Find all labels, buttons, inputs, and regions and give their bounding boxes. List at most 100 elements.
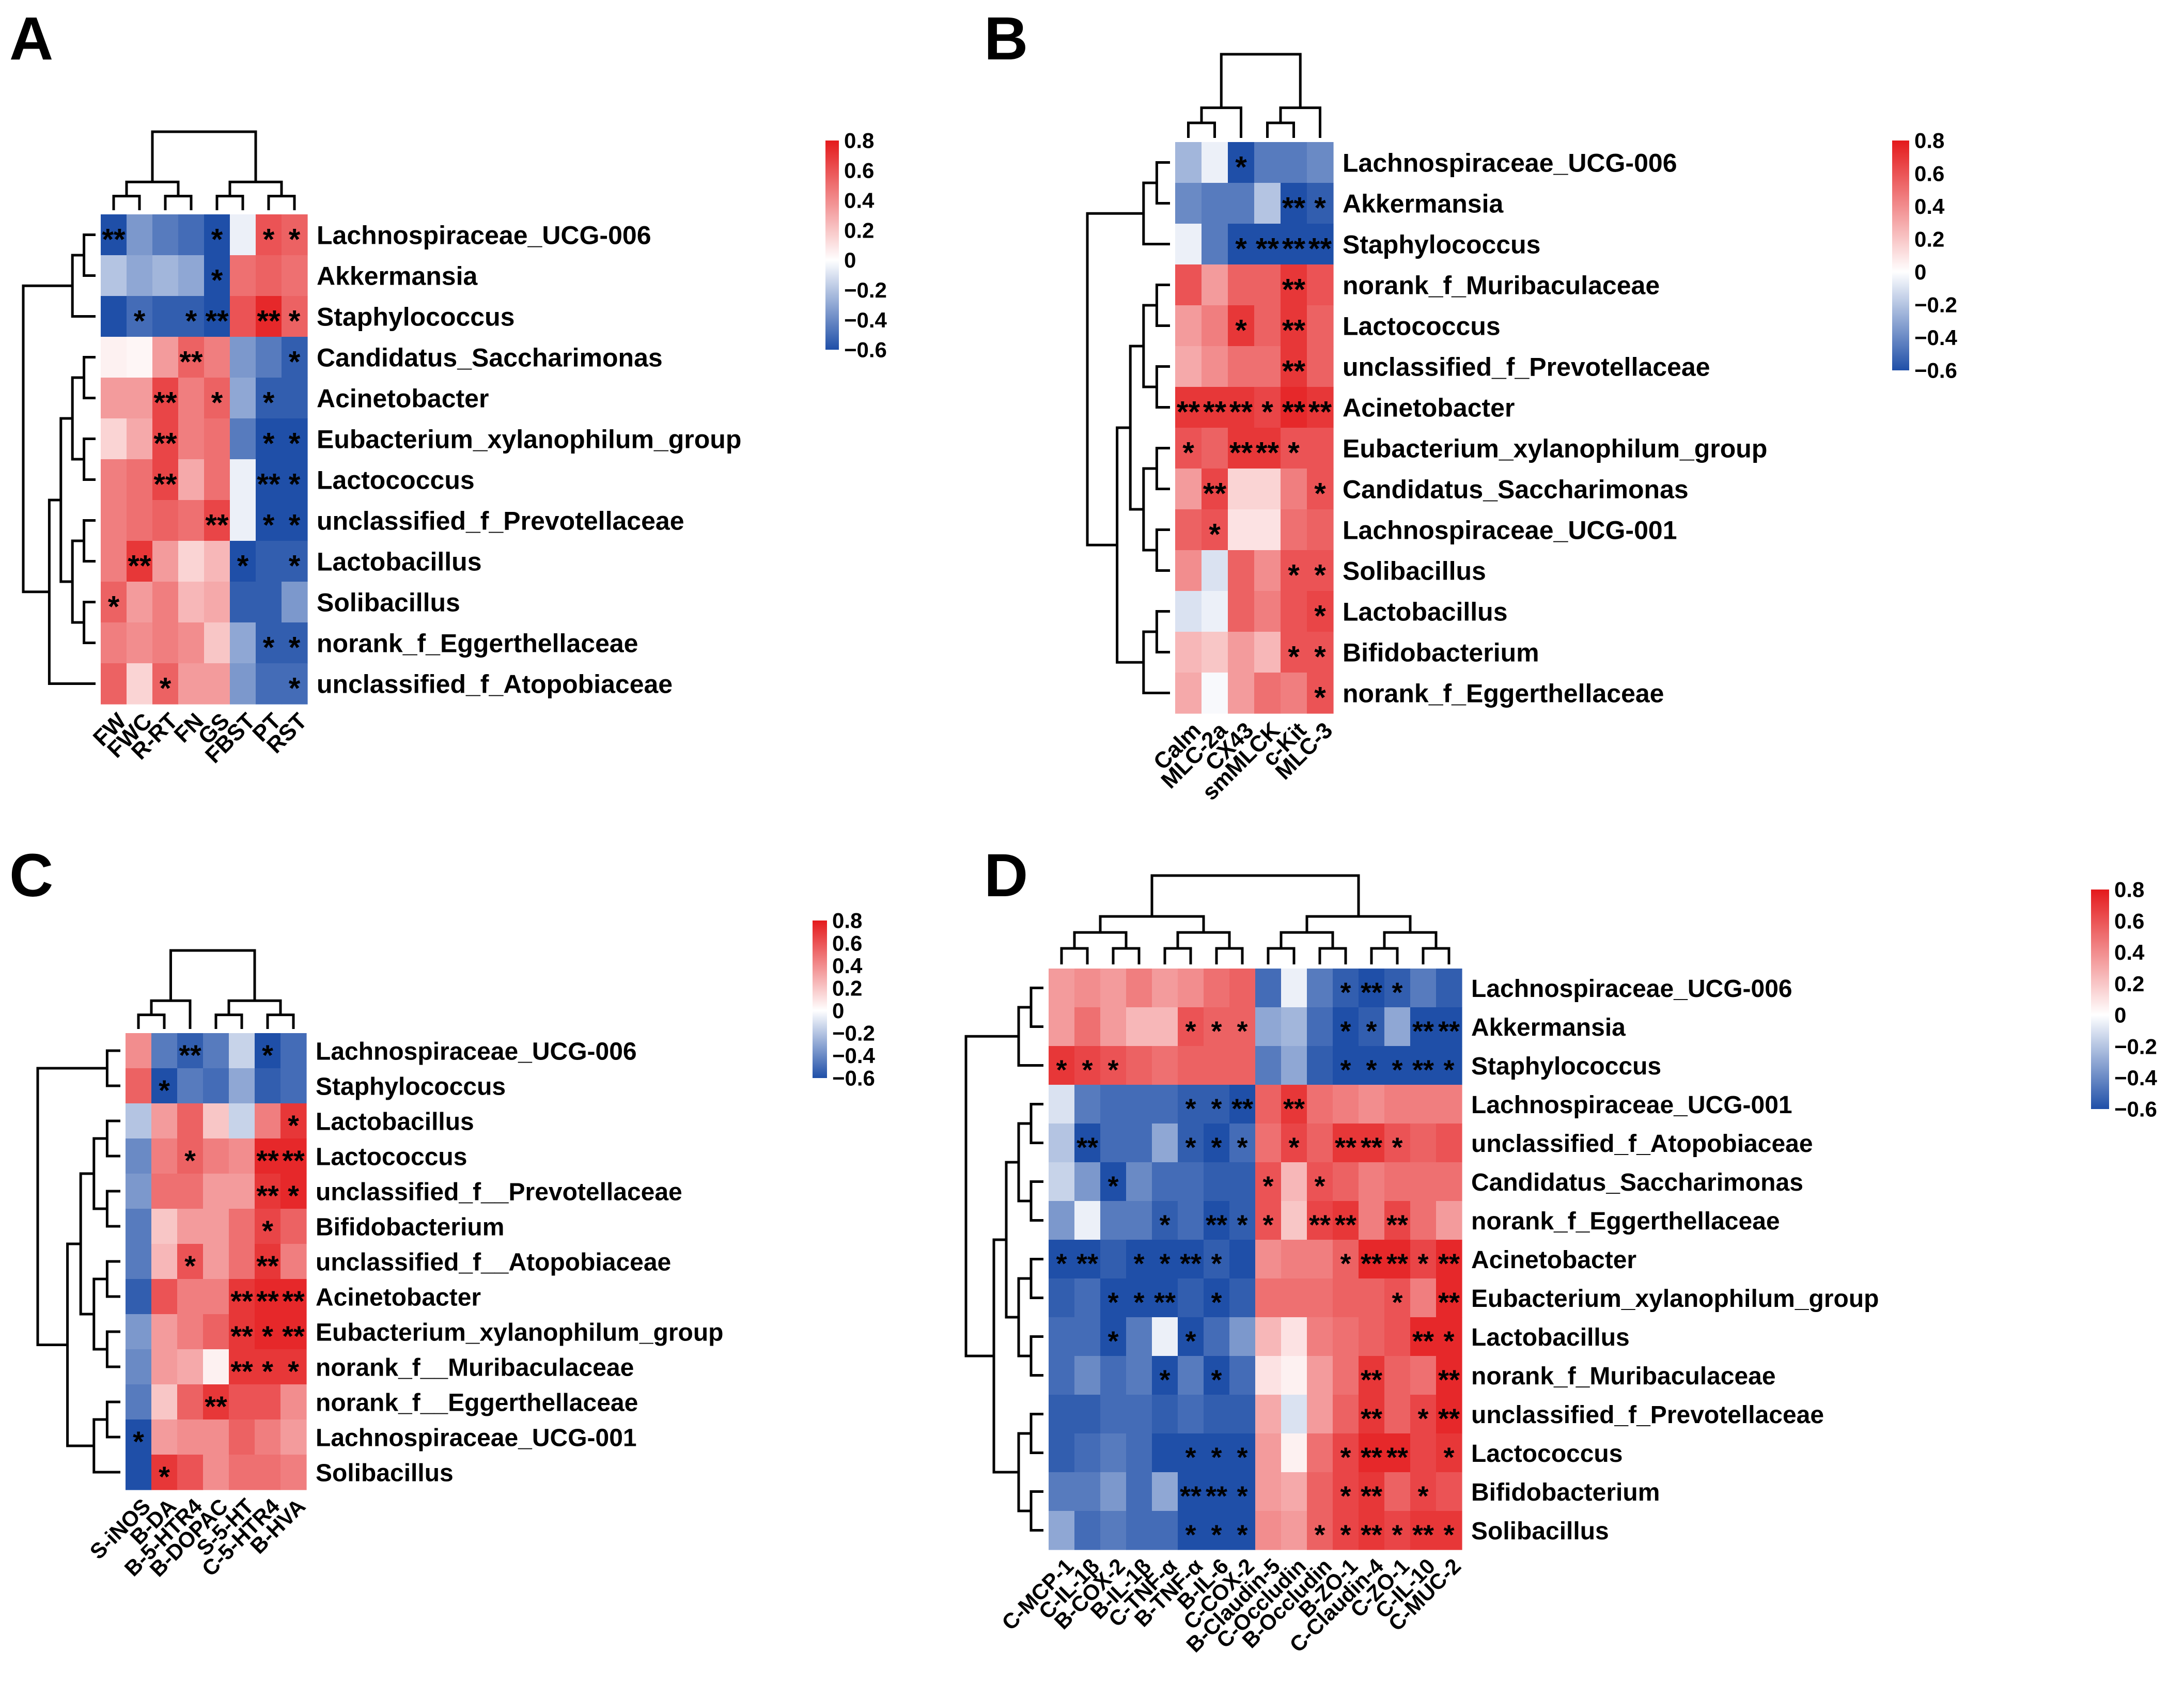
- heatmap-cell: [177, 1419, 204, 1455]
- significance-star: **: [205, 509, 229, 542]
- heatmap-cell: [101, 663, 127, 705]
- column-dendrogram: [1060, 874, 1450, 964]
- colorbar-tick-label: 0.8: [844, 129, 874, 153]
- heatmap-cell: [230, 541, 256, 582]
- significance-star: **: [1335, 1132, 1356, 1163]
- significance-star: *: [185, 305, 197, 338]
- heatmap-cell: [127, 418, 153, 460]
- heatmap-cell: [282, 378, 308, 419]
- heatmap-cell: [1204, 1007, 1230, 1047]
- heatmap-cell: [1436, 1240, 1462, 1279]
- heatmap-cell: [1228, 428, 1255, 469]
- heatmap-cell: [1229, 1356, 1256, 1395]
- heatmap-cell: [1126, 1395, 1152, 1434]
- significance-star: **: [1256, 436, 1280, 470]
- row-label: Eubacterium_xylanophilum_group: [1343, 434, 1767, 463]
- heatmap-cell: [1049, 1124, 1075, 1163]
- colorbar-tick-label: −0.2: [844, 278, 887, 302]
- heatmap-cell: [255, 1419, 281, 1455]
- heatmap-cell: [203, 1174, 229, 1209]
- colorbar-tick-label: −0.2: [1914, 293, 1957, 317]
- significance-star: **: [1282, 192, 1306, 225]
- heatmap-cell: [1281, 550, 1307, 591]
- colorbar-tick-label: −0.2: [832, 1021, 875, 1046]
- heatmap-cell: [1384, 1201, 1411, 1240]
- heatmap-cell: [1175, 428, 1202, 469]
- heatmap-cell: [1204, 1201, 1230, 1240]
- heatmap-cell: [126, 1244, 152, 1280]
- heatmap-cell: [1281, 1511, 1307, 1550]
- significance-star: *: [1443, 1442, 1454, 1473]
- heatmap-cell: [1333, 1046, 1359, 1085]
- heatmap-cell: [280, 1068, 307, 1104]
- heatmap-cell: [1126, 1317, 1152, 1356]
- heatmap-cell: [1307, 1356, 1333, 1395]
- heatmap-cell: [1049, 1511, 1075, 1550]
- significance-star: *: [1133, 1287, 1144, 1318]
- significance-star: **: [1412, 1520, 1434, 1551]
- heatmap-cell: [1175, 346, 1202, 387]
- heatmap-cell: [1178, 1433, 1204, 1473]
- heatmap-cell: [1281, 469, 1307, 510]
- significance-star: *: [1417, 1249, 1428, 1280]
- significance-star: *: [288, 1109, 299, 1142]
- heatmap-cell: [178, 541, 205, 582]
- panel-d-heatmap: * ** ** * * * * ** *** * * * * * ** ** * ** **** * * * * ** ** **…: [964, 874, 2158, 1657]
- significance-star: *: [1235, 232, 1247, 266]
- heatmap-cell: [1178, 1395, 1204, 1434]
- heatmap-cell: [1228, 183, 1255, 224]
- significance-star: **: [1438, 1365, 1460, 1396]
- heatmap-cell: [1074, 1007, 1101, 1047]
- heatmap-cell: [1100, 1317, 1127, 1356]
- heatmap-cell: [1049, 1433, 1075, 1473]
- heatmap-cell: [1175, 387, 1202, 428]
- significance-star: *: [288, 1179, 299, 1212]
- heatmap-cell: [1100, 1162, 1127, 1202]
- significance-star: **: [205, 1390, 227, 1423]
- heatmap-cell: [1074, 1240, 1101, 1279]
- heatmap-cell: [1307, 264, 1334, 306]
- heatmap-cell: [126, 1103, 152, 1139]
- significance-star: **: [282, 1285, 305, 1317]
- colorbar-tick-label: 0.4: [832, 954, 863, 978]
- heatmap-cell: [203, 1068, 229, 1104]
- heatmap-cell: [1228, 305, 1255, 347]
- significance-star: *: [289, 305, 301, 338]
- heatmap-cell: [151, 1103, 178, 1139]
- heatmap-cell: [1074, 1395, 1101, 1434]
- heatmap-cell: [1126, 1085, 1152, 1124]
- heatmap-cell: [229, 1033, 255, 1069]
- heatmap-cell: [1100, 1395, 1127, 1434]
- significance-star: *: [1340, 977, 1351, 1008]
- heatmap-cell: [151, 1279, 178, 1315]
- heatmap-cell: [1333, 1240, 1359, 1279]
- heatmap-cell: [280, 1314, 307, 1350]
- heatmap-cell: [1202, 591, 1228, 632]
- panel-label-c: C: [9, 841, 53, 910]
- significance-star: *: [1288, 1132, 1299, 1163]
- heatmap-cell: [1281, 1007, 1307, 1047]
- heatmap-cell: [1254, 509, 1281, 551]
- heatmap-cell: [1410, 1085, 1437, 1124]
- heatmap-cell: [1126, 1356, 1152, 1395]
- row-label: Lactobacillus: [1343, 598, 1508, 627]
- significance-star: **: [1386, 1249, 1408, 1280]
- significance-star: *: [1288, 641, 1300, 674]
- heatmap-cell: [177, 1174, 204, 1209]
- heatmap-cell: [1178, 1007, 1204, 1047]
- heatmap-cell: [1254, 591, 1281, 632]
- heatmap-cell: [1281, 305, 1307, 347]
- colorbar-tick-label: 0.6: [2114, 909, 2144, 933]
- heatmap-cell: [152, 296, 179, 337]
- heatmap-cell: [1100, 1278, 1127, 1318]
- heatmap-cell: [1204, 1240, 1230, 1279]
- significance-star: *: [1443, 1520, 1454, 1551]
- significance-star: *: [263, 509, 275, 542]
- heatmap-cell: [152, 541, 179, 582]
- heatmap-cell: [1281, 1395, 1307, 1434]
- heatmap-cell: [255, 1455, 281, 1490]
- significance-star: **: [1308, 232, 1332, 266]
- significance-star: *: [1340, 1249, 1351, 1280]
- heatmap-cell: [1178, 1201, 1204, 1240]
- significance-star: **: [1180, 1249, 1202, 1280]
